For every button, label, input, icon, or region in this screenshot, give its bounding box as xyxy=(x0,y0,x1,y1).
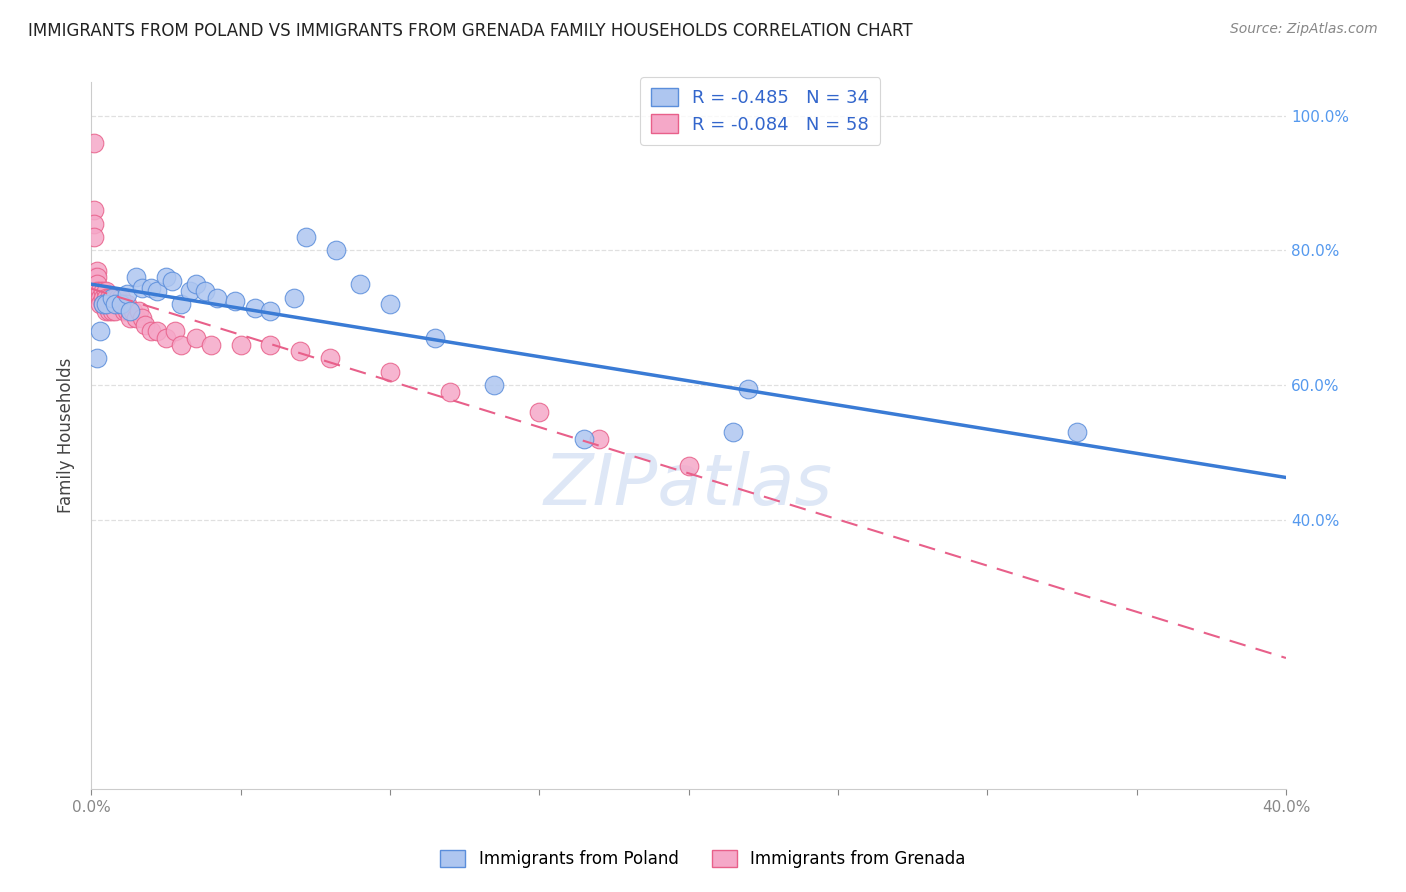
Point xyxy=(104,297,127,311)
Text: ZIPatlas: ZIPatlas xyxy=(544,450,834,520)
Point xyxy=(224,293,246,308)
Point xyxy=(91,284,114,298)
Point xyxy=(101,304,124,318)
Point xyxy=(146,284,169,298)
Point xyxy=(86,263,108,277)
Point xyxy=(723,425,745,440)
Point xyxy=(110,297,132,311)
Text: IMMIGRANTS FROM POLAND VS IMMIGRANTS FROM GRENADA FAMILY HOUSEHOLDS CORRELATION : IMMIGRANTS FROM POLAND VS IMMIGRANTS FRO… xyxy=(28,22,912,40)
Point xyxy=(94,291,117,305)
Point xyxy=(184,331,207,345)
Point xyxy=(94,284,117,298)
Point xyxy=(184,277,207,292)
Point xyxy=(259,337,281,351)
Point xyxy=(83,136,105,150)
Point xyxy=(101,291,124,305)
Point xyxy=(115,304,138,318)
Point xyxy=(98,304,121,318)
Point xyxy=(290,344,312,359)
Point xyxy=(283,291,305,305)
Point xyxy=(107,291,129,305)
Point xyxy=(112,304,135,318)
Point xyxy=(104,297,127,311)
Point xyxy=(378,297,401,311)
Legend: R = -0.485   N = 34, R = -0.084   N = 58: R = -0.485 N = 34, R = -0.084 N = 58 xyxy=(640,77,880,145)
Point xyxy=(259,304,281,318)
Point xyxy=(179,284,201,298)
Point xyxy=(118,310,141,325)
Point xyxy=(98,291,121,305)
Point xyxy=(125,270,148,285)
Point xyxy=(125,310,148,325)
Point xyxy=(94,297,117,311)
Point xyxy=(101,291,124,305)
Point xyxy=(112,297,135,311)
Point xyxy=(101,297,124,311)
Point xyxy=(115,287,138,301)
Point xyxy=(155,270,177,285)
Point xyxy=(155,331,177,345)
Point xyxy=(678,458,700,473)
Point xyxy=(160,274,183,288)
Point xyxy=(131,280,153,294)
Point xyxy=(83,270,105,285)
Point xyxy=(572,432,595,446)
Point xyxy=(110,297,132,311)
Point xyxy=(83,230,105,244)
Point xyxy=(86,277,108,292)
Point xyxy=(170,337,193,351)
Point xyxy=(170,297,193,311)
Point xyxy=(378,365,401,379)
Point xyxy=(325,244,347,258)
Point xyxy=(83,203,105,218)
Point xyxy=(89,284,111,298)
Point xyxy=(89,324,111,338)
Point xyxy=(122,304,145,318)
Point xyxy=(484,378,506,392)
Point xyxy=(83,217,105,231)
Legend: Immigrants from Poland, Immigrants from Grenada: Immigrants from Poland, Immigrants from … xyxy=(433,843,973,875)
Point xyxy=(146,324,169,338)
Point xyxy=(110,291,132,305)
Point xyxy=(139,324,162,338)
Text: Source: ZipAtlas.com: Source: ZipAtlas.com xyxy=(1230,22,1378,37)
Point xyxy=(194,284,217,298)
Point xyxy=(104,304,127,318)
Point xyxy=(134,318,156,332)
Point xyxy=(200,337,222,351)
Point xyxy=(118,304,141,318)
Point xyxy=(319,351,342,366)
Point xyxy=(1066,425,1088,440)
Point xyxy=(423,331,446,345)
Point xyxy=(86,270,108,285)
Point xyxy=(131,310,153,325)
Point xyxy=(588,432,610,446)
Point xyxy=(107,297,129,311)
Point xyxy=(245,301,267,315)
Point xyxy=(229,337,252,351)
Point xyxy=(86,351,108,366)
Point xyxy=(128,304,150,318)
Point xyxy=(89,291,111,305)
Point xyxy=(104,291,127,305)
Point xyxy=(91,297,114,311)
Point xyxy=(205,291,228,305)
Point xyxy=(94,304,117,318)
Point xyxy=(89,297,111,311)
Point xyxy=(163,324,186,338)
Point xyxy=(529,405,551,419)
Point xyxy=(115,297,138,311)
Point xyxy=(295,230,318,244)
Point xyxy=(98,297,121,311)
Point xyxy=(737,382,759,396)
Point xyxy=(139,280,162,294)
Point xyxy=(86,284,108,298)
Point xyxy=(94,297,117,311)
Point xyxy=(439,384,461,399)
Y-axis label: Family Households: Family Households xyxy=(58,358,75,513)
Point xyxy=(91,297,114,311)
Point xyxy=(349,277,371,292)
Point xyxy=(91,291,114,305)
